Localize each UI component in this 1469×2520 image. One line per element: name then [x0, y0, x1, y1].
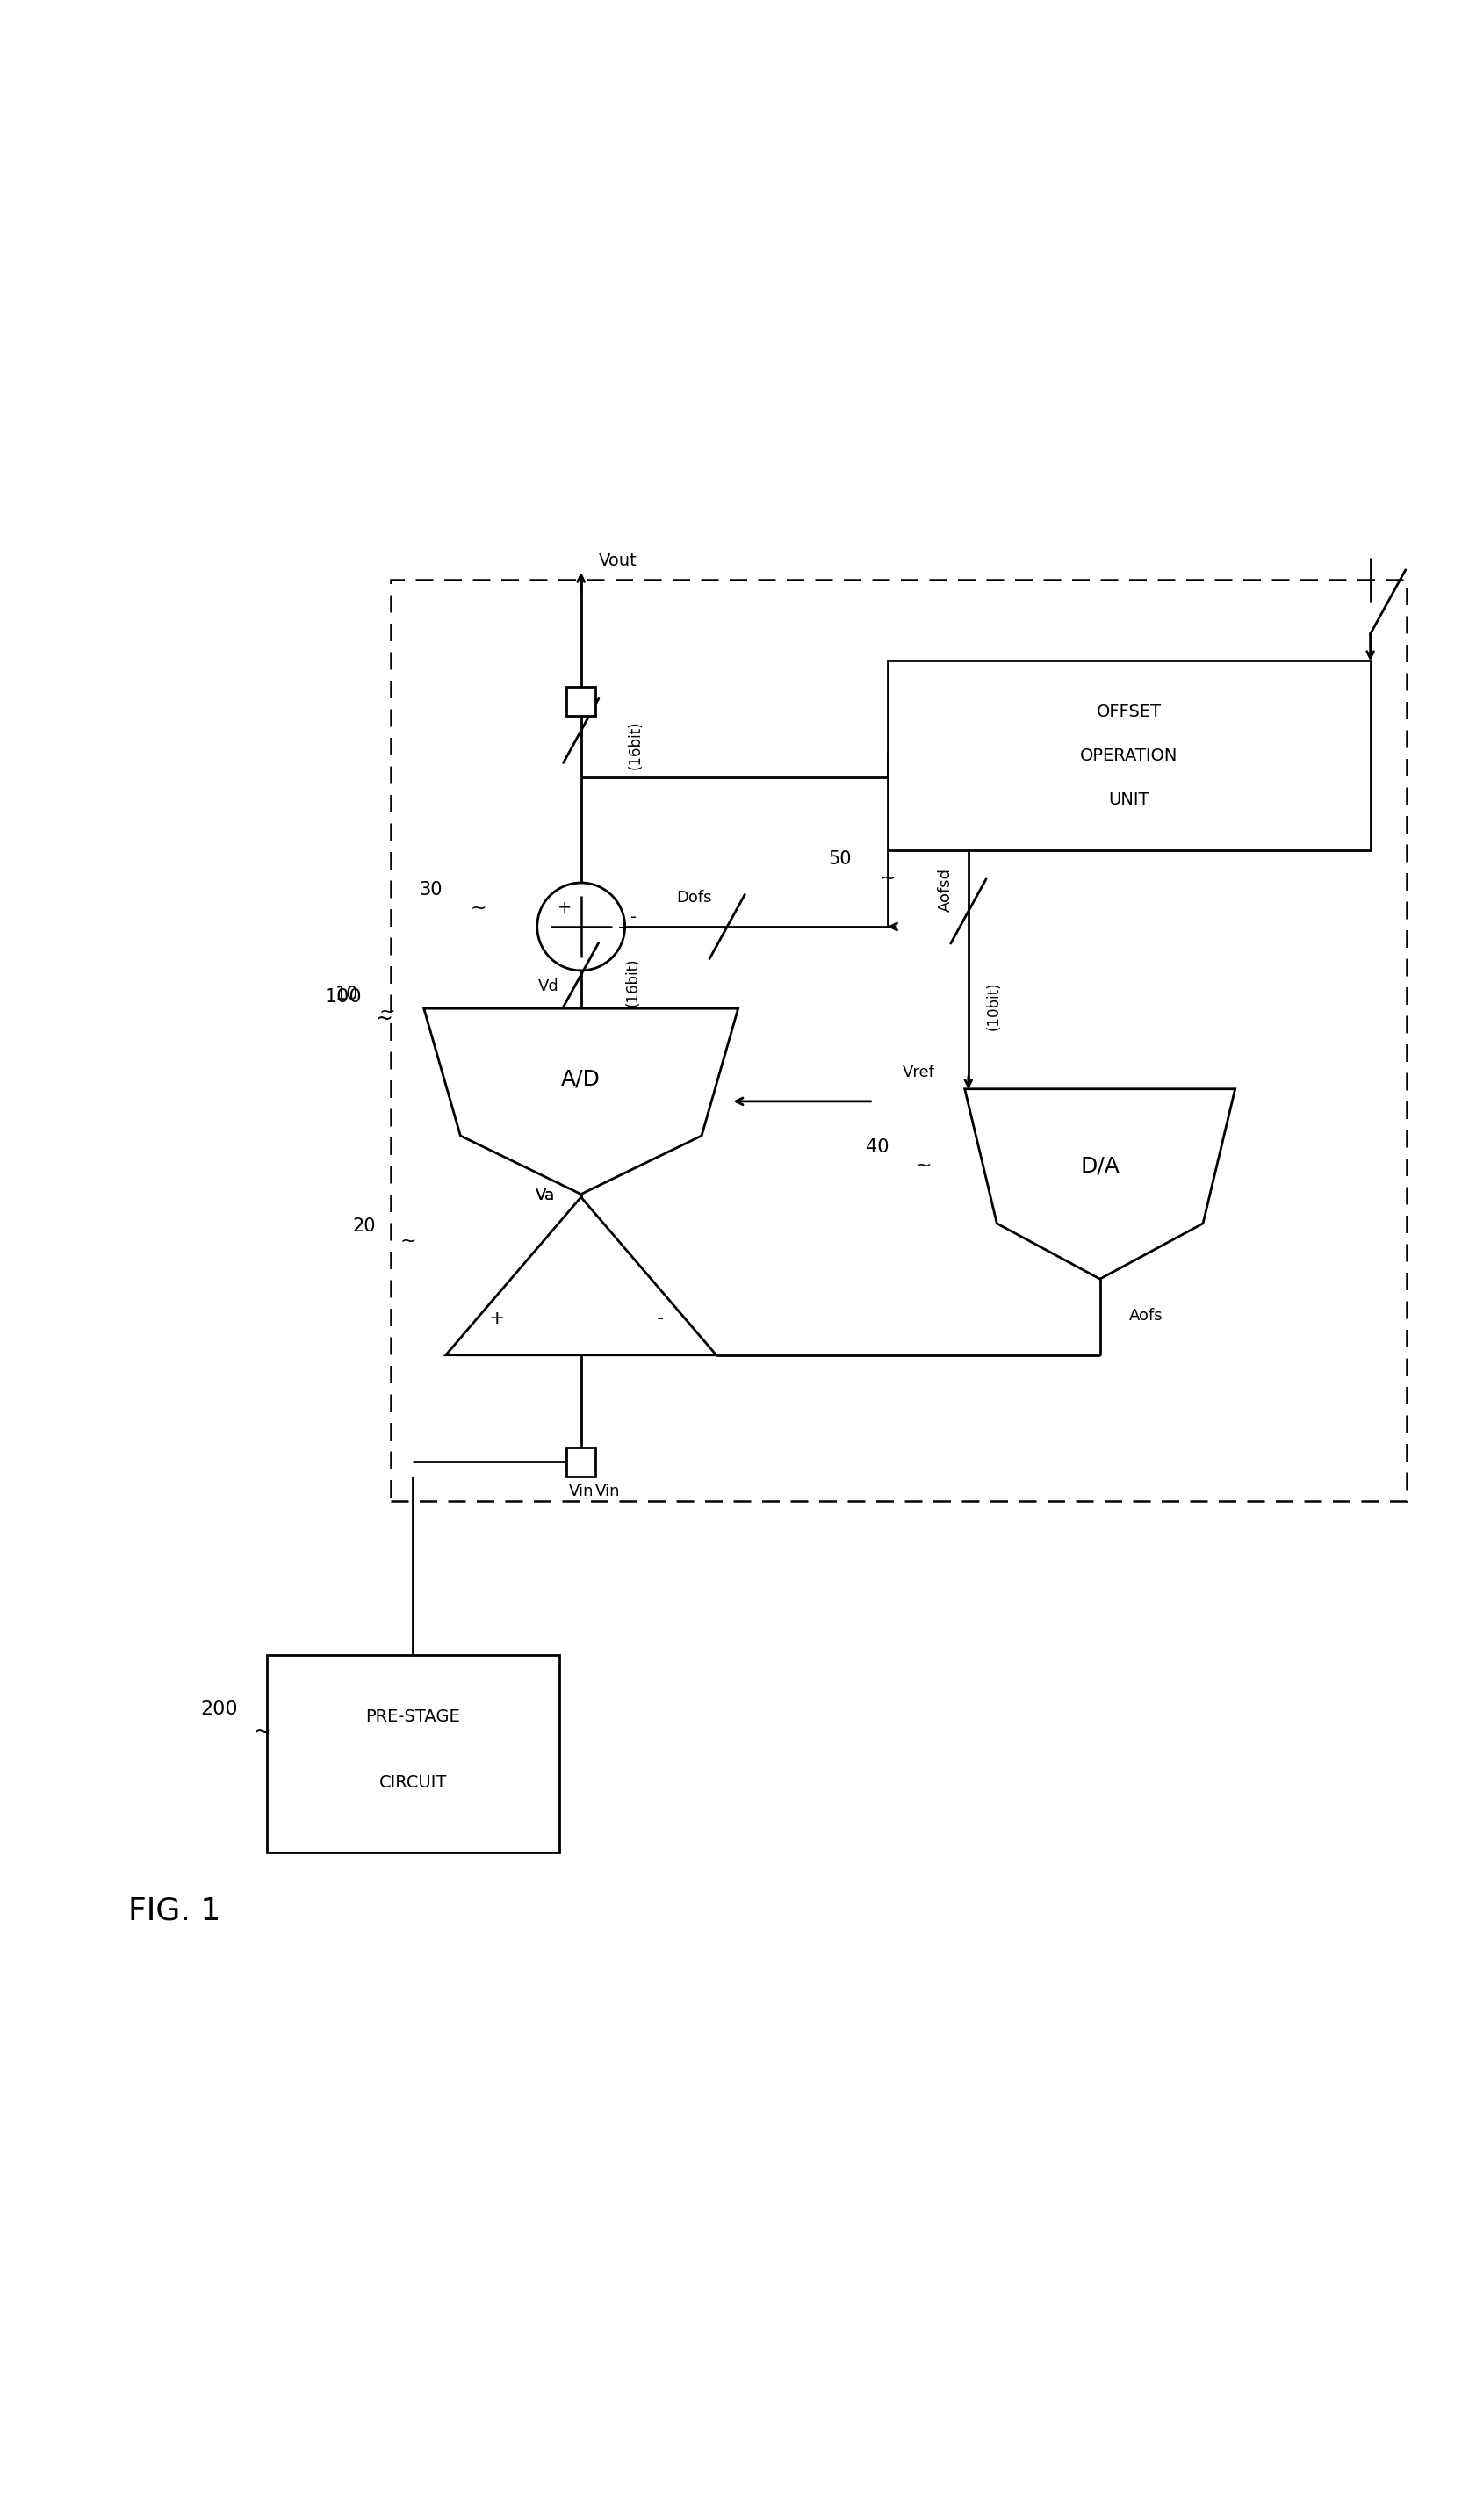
Text: 100: 100 [325, 988, 361, 1005]
Text: A/D: A/D [561, 1068, 601, 1091]
Text: 200: 200 [200, 1701, 238, 1719]
Text: ~: ~ [379, 1003, 395, 1021]
Text: D/A: D/A [1080, 1157, 1119, 1177]
Text: PRE-STAGE: PRE-STAGE [366, 1709, 460, 1726]
Text: ~: ~ [375, 1008, 392, 1028]
Text: Vout: Vout [598, 552, 638, 570]
Bar [567, 688, 595, 716]
Text: Vd: Vd [538, 978, 560, 995]
Text: Aofsd: Aofsd [937, 867, 953, 912]
Bar [267, 1656, 560, 1852]
Text: 20: 20 [353, 1217, 376, 1235]
Text: -: - [630, 910, 636, 927]
Text: Dofs: Dofs [676, 890, 711, 905]
Bar [567, 1446, 595, 1477]
Text: (16bit): (16bit) [624, 958, 640, 1005]
Text: 40: 40 [865, 1139, 889, 1157]
Text: Va: Va [535, 1187, 555, 1205]
Text: +: + [617, 920, 632, 937]
Text: 10: 10 [335, 985, 358, 1003]
Text: ~: ~ [400, 1232, 416, 1250]
Text: ~: ~ [470, 900, 486, 917]
Text: Va: Va [535, 1187, 555, 1205]
Text: OFFSET: OFFSET [1097, 703, 1162, 721]
Text: 30: 30 [419, 882, 442, 900]
Text: Vin: Vin [569, 1484, 593, 1499]
Text: CIRCUIT: CIRCUIT [379, 1774, 447, 1792]
Text: +: + [557, 900, 571, 917]
Text: 50: 50 [829, 852, 852, 869]
Text: ~: ~ [915, 1157, 931, 1174]
Text: (10bit): (10bit) [986, 983, 1002, 1031]
Text: Aofs: Aofs [1130, 1308, 1163, 1323]
Text: FIG. 1: FIG. 1 [128, 1895, 220, 1925]
Text: UNIT: UNIT [1109, 791, 1150, 809]
Text: ~: ~ [254, 1721, 272, 1741]
Text: +: + [489, 1310, 505, 1328]
Text: Vref: Vref [902, 1063, 934, 1081]
Text: ~: ~ [880, 869, 896, 887]
Text: OPERATION: OPERATION [1080, 748, 1178, 764]
Text: Vin: Vin [595, 1484, 621, 1499]
Text: (16bit): (16bit) [627, 721, 643, 769]
Text: -: - [657, 1310, 664, 1328]
Bar [887, 660, 1371, 852]
Bar [391, 580, 1407, 1502]
